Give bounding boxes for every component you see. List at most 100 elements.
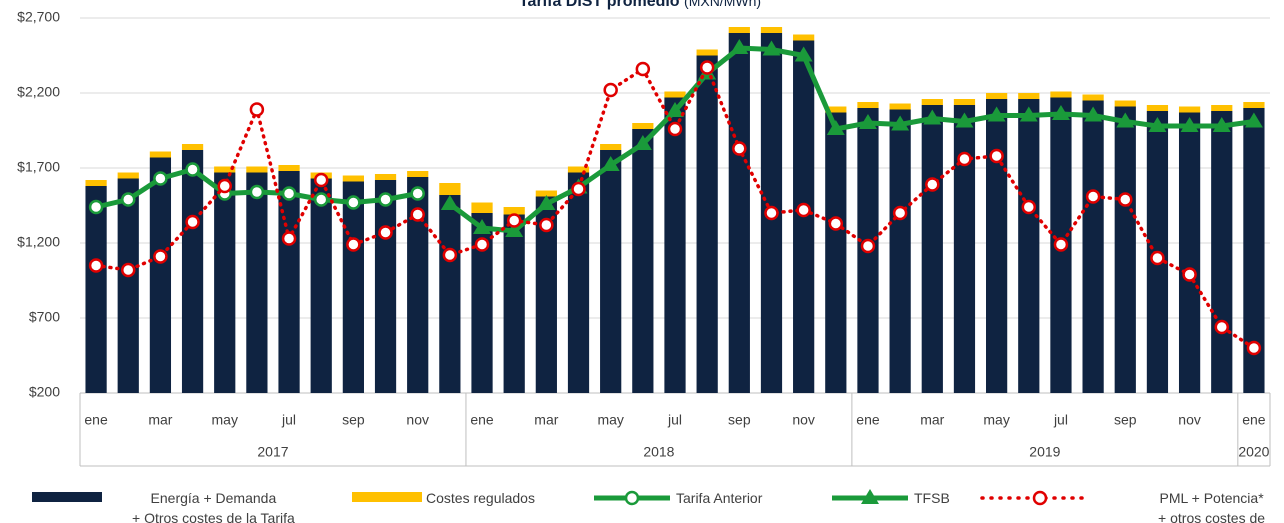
line-series [448,45,1255,234]
bar-segment [214,166,236,173]
marker [635,61,651,77]
marker [1182,267,1197,282]
bar-segment [600,150,622,393]
bar-segment [760,27,783,33]
marker [699,60,715,75]
marker [281,231,297,246]
marker [1212,117,1231,132]
chart-title: Tarifa DIST promedio (MXN/MWh) [519,0,761,10]
bar-segment [535,190,557,197]
marker [601,156,620,171]
x-tick-label: sep [342,412,365,428]
bar-segment [1146,105,1169,111]
bar-segment [278,165,300,171]
marker [860,238,876,254]
legend-label: TFSB [914,490,950,506]
x-tick-label: jul [281,412,296,428]
marker [762,40,781,56]
bar-segment [921,105,943,393]
legend-item: Costes regulados [352,488,535,508]
marker [925,177,940,192]
bar-segment [85,186,107,393]
bar-segment [889,109,911,393]
marker [120,262,136,278]
bar-segment [471,202,493,213]
legend-item: TFSB [830,488,950,508]
marker [440,195,459,210]
x-tick-label: nov [1178,412,1201,428]
marker [506,213,522,228]
bar-segment [535,196,557,393]
bar-segment [342,181,364,393]
marker [1214,319,1230,335]
x-tick-label: ene [84,412,108,428]
year-label: 2019 [1029,444,1060,460]
bar-segment [600,144,622,150]
marker [957,151,972,167]
marker [313,192,329,207]
marker [892,205,908,221]
bar-segment [181,150,204,393]
x-tick-label: ene [470,412,494,428]
year-label: 2018 [643,444,674,460]
bar-segment [117,172,139,179]
marker [828,216,844,231]
marker [88,199,104,215]
bar-segment [825,106,847,113]
bar-segment [471,213,493,393]
swatch-marker [1032,490,1048,506]
marker [537,195,556,210]
bar-segment [1018,93,1040,99]
bar-segment [1243,108,1265,393]
year-label: 2020 [1238,444,1269,460]
bar-segment [246,166,268,173]
legend-swatch [832,489,908,504]
bar-segment [374,180,397,393]
marker [153,171,168,186]
bar-segment [342,175,364,182]
legend-item: Tarifa Anterior [592,488,762,508]
marker [217,178,232,194]
bar-segment [889,103,911,110]
bar-segment [857,102,879,108]
marker [185,162,200,177]
bar-segment [181,144,204,150]
bar-segment [1050,91,1072,98]
x-tick-label: jul [667,412,682,428]
y-tick-label: $2,700 [17,9,60,25]
marker [1150,250,1165,266]
marker [603,82,618,98]
legend-swatch [594,490,670,506]
bar-segment [986,99,1008,393]
marker [858,114,877,129]
marker [794,46,813,62]
bar-segment [1211,111,1233,393]
bar-segment [921,99,943,105]
legend-label: PML + Potencia* + otros costes de mercad… [1158,490,1266,523]
bar-segment [1114,106,1136,393]
bar-segment [117,178,139,393]
marker [1021,199,1037,215]
x-tick-label: sep [728,412,751,428]
marker [88,258,104,273]
bar-segment [439,195,461,393]
subtitle: (MXN/MWh) [684,0,761,9]
bar-segment [1114,100,1136,107]
swatch [352,492,422,502]
bar-segment [503,214,525,393]
bar-segment [214,172,236,393]
marker [571,181,586,197]
marker [987,106,1006,122]
legend: Energía + Demanda + Otros costes de la T… [0,480,1284,523]
bar-segment [696,49,718,56]
marker [989,148,1004,164]
bar-segment [85,180,107,186]
marker [153,249,168,264]
x-tick-label: nov [792,412,815,428]
bar-segment [986,93,1008,99]
bar-segment [1082,100,1104,393]
bar-segment [664,97,686,393]
legend-label: Costes regulados [426,490,535,506]
title: Tarifa DIST promedio [519,0,680,10]
marker [313,172,329,188]
